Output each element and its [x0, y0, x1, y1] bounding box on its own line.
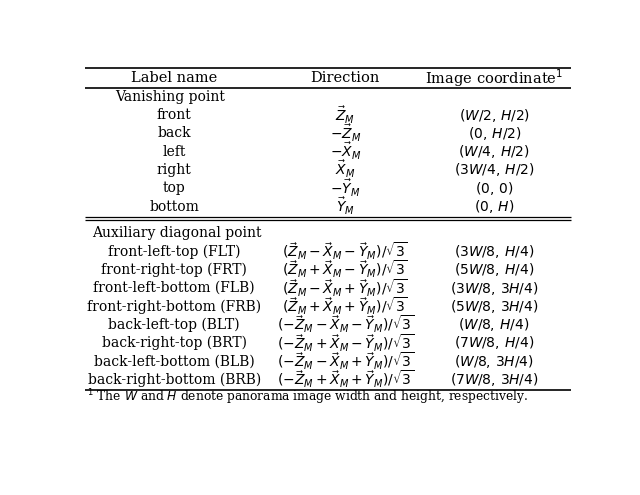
Text: $(3W/8,\, H/4)$: $(3W/8,\, H/4)$ — [454, 243, 534, 260]
Text: $(7W/8,\, H/4)$: $(7W/8,\, H/4)$ — [454, 335, 534, 351]
Text: $(\vec{Z}_M + \vec{X}_M + \vec{Y}_M)/\sqrt{3}$: $(\vec{Z}_M + \vec{X}_M + \vec{Y}_M)/\sq… — [282, 296, 408, 317]
Text: $(-\vec{Z}_M + \vec{X}_M + \vec{Y}_M)/\sqrt{3}$: $(-\vec{Z}_M + \vec{X}_M + \vec{Y}_M)/\s… — [276, 369, 414, 390]
Text: $\vec{Y}_M$: $\vec{Y}_M$ — [336, 196, 355, 217]
Text: Vanishing point: Vanishing point — [115, 90, 225, 104]
Text: back-right-top (BRT): back-right-top (BRT) — [102, 336, 247, 350]
Text: back-right-bottom (BRB): back-right-bottom (BRB) — [88, 372, 261, 387]
Text: $^1$ The $W$ and $H$ denote panorama image width and height, respectively.: $^1$ The $W$ and $H$ denote panorama ima… — [88, 387, 529, 407]
Text: $(0,\, H/2)$: $(0,\, H/2)$ — [468, 125, 521, 142]
Text: bottom: bottom — [149, 199, 199, 213]
Text: back-left-bottom (BLB): back-left-bottom (BLB) — [94, 354, 255, 368]
Text: $(W/8,\, H/4)$: $(W/8,\, H/4)$ — [458, 316, 530, 333]
Text: front-left-top (FLT): front-left-top (FLT) — [108, 245, 241, 259]
Text: $(5W/8,\, 3H/4)$: $(5W/8,\, 3H/4)$ — [450, 298, 538, 315]
Text: $(5W/8,\, H/4)$: $(5W/8,\, H/4)$ — [454, 261, 534, 278]
Text: $(-\vec{Z}_M + \vec{X}_M - \vec{Y}_M)/\sqrt{3}$: $(-\vec{Z}_M + \vec{X}_M - \vec{Y}_M)/\s… — [276, 332, 414, 353]
Text: front-left-bottom (FLB): front-left-bottom (FLB) — [93, 281, 255, 295]
Text: $-\vec{X}_M$: $-\vec{X}_M$ — [330, 141, 361, 162]
Text: front: front — [157, 108, 191, 122]
Text: $(W/2,\, H/2)$: $(W/2,\, H/2)$ — [459, 106, 530, 124]
Text: $(W/8,\, 3H/4)$: $(W/8,\, 3H/4)$ — [454, 353, 534, 370]
Text: $(W/4,\, H/2)$: $(W/4,\, H/2)$ — [458, 143, 530, 160]
Text: $(\vec{Z}_M - \vec{X}_M - \vec{Y}_M)/\sqrt{3}$: $(\vec{Z}_M - \vec{X}_M - \vec{Y}_M)/\sq… — [282, 241, 408, 262]
Text: $-\vec{Y}_M$: $-\vec{Y}_M$ — [330, 178, 360, 198]
Text: $-\vec{Z}_M$: $-\vec{Z}_M$ — [330, 123, 361, 144]
Text: back: back — [157, 126, 191, 141]
Text: front-right-bottom (FRB): front-right-bottom (FRB) — [87, 299, 261, 313]
Text: $(\vec{Z}_M - \vec{X}_M + \vec{Y}_M)/\sqrt{3}$: $(\vec{Z}_M - \vec{X}_M + \vec{Y}_M)/\sq… — [282, 278, 408, 298]
Text: $(7W/8,\, 3H/4)$: $(7W/8,\, 3H/4)$ — [450, 371, 538, 388]
Text: right: right — [157, 163, 191, 177]
Text: $(3W/8,\, 3H/4)$: $(3W/8,\, 3H/4)$ — [450, 280, 538, 297]
Text: left: left — [163, 145, 186, 158]
Text: top: top — [163, 181, 186, 195]
Text: front-right-top (FRT): front-right-top (FRT) — [101, 263, 247, 277]
Text: $(0,\, H)$: $(0,\, H)$ — [474, 198, 515, 215]
Text: $\vec{Z}_M$: $\vec{Z}_M$ — [335, 104, 355, 126]
Text: $\vec{X}_M$: $\vec{X}_M$ — [335, 159, 356, 181]
Text: $(0,\, 0)$: $(0,\, 0)$ — [475, 180, 513, 197]
Text: Label name: Label name — [131, 71, 218, 85]
Text: $(-\vec{Z}_M - \vec{X}_M - \vec{Y}_M)/\sqrt{3}$: $(-\vec{Z}_M - \vec{X}_M - \vec{Y}_M)/\s… — [276, 314, 414, 335]
Text: Direction: Direction — [310, 71, 380, 85]
Text: Auxiliary diagonal point: Auxiliary diagonal point — [92, 226, 262, 240]
Text: $(-\vec{Z}_M - \vec{X}_M + \vec{Y}_M)/\sqrt{3}$: $(-\vec{Z}_M - \vec{X}_M + \vec{Y}_M)/\s… — [276, 350, 414, 372]
Text: back-left-top (BLT): back-left-top (BLT) — [108, 317, 240, 332]
Text: $(3W/4,\, H/2)$: $(3W/4,\, H/2)$ — [454, 161, 534, 178]
Text: Image coordinate$^1$: Image coordinate$^1$ — [425, 67, 563, 89]
Text: $(\vec{Z}_M + \vec{X}_M - \vec{Y}_M)/\sqrt{3}$: $(\vec{Z}_M + \vec{X}_M - \vec{Y}_M)/\sq… — [282, 259, 408, 280]
